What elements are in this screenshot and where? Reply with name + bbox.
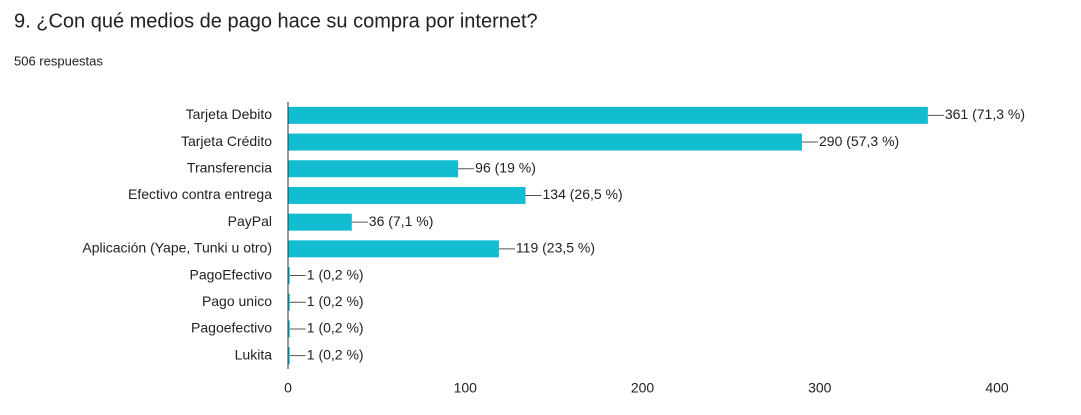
y-tick-label: Pago unico: [202, 293, 272, 309]
data-label: 1 (0,2 %): [307, 320, 364, 336]
data-label: 1 (0,2 %): [307, 266, 364, 282]
x-tick-label: 300: [808, 380, 832, 396]
y-tick-label: Efectivo contra entrega: [128, 186, 272, 202]
bar: [288, 267, 290, 285]
chart-subtitle: 506 respuestas: [14, 53, 103, 68]
x-tick-label: 100: [454, 380, 478, 396]
data-label: 361 (71,3 %): [945, 106, 1025, 122]
y-tick-label: Aplicación (Yape, Tunki u otro): [82, 240, 272, 256]
x-tick-label: 0: [284, 380, 292, 396]
y-tick-label: Lukita: [235, 346, 273, 362]
data-label: 119 (23,5 %): [516, 240, 595, 256]
bar: [288, 213, 352, 231]
x-tick-label: 400: [985, 380, 1009, 396]
bar: [288, 347, 290, 365]
chart-title: 9. ¿Con qué medios de pago hace su compr…: [14, 10, 538, 32]
bar: [288, 293, 290, 311]
bar: [288, 160, 459, 178]
y-tick-label: PagoEfectivo: [190, 266, 273, 282]
bar: [288, 186, 526, 204]
y-tick-label: Transferencia: [187, 159, 272, 175]
bar: [288, 133, 803, 151]
data-label: 134 (26,5 %): [543, 186, 623, 202]
data-label: 1 (0,2 %): [307, 346, 364, 362]
y-tick-label: Pagoefectivo: [191, 320, 272, 336]
data-label: 1 (0,2 %): [307, 293, 364, 309]
x-tick-label: 200: [631, 380, 655, 396]
data-label: 36 (7,1 %): [369, 213, 434, 229]
bar: [288, 240, 499, 258]
bar: [288, 106, 928, 124]
data-label: 290 (57,3 %): [819, 133, 899, 149]
y-tick-label: Tarjeta Crédito: [181, 133, 272, 149]
data-label: 96 (19 %): [475, 159, 536, 175]
y-tick-label: Tarjeta Debito: [186, 106, 273, 122]
bar: [288, 320, 290, 338]
y-tick-label: PayPal: [228, 213, 272, 229]
